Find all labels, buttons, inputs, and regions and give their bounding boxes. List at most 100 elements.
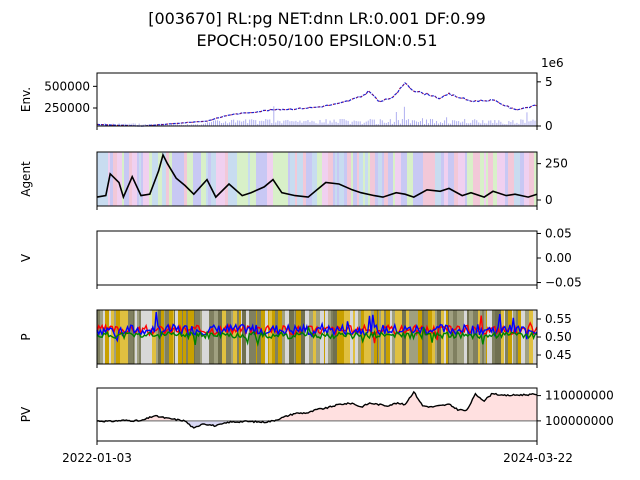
- agent-right-tick-label: 0: [545, 193, 553, 207]
- policy-band: [309, 310, 313, 364]
- action-band: [122, 152, 124, 206]
- action-band: [228, 152, 231, 206]
- policy-band: [252, 310, 256, 364]
- policy-band: [109, 310, 111, 364]
- action-band: [141, 152, 143, 206]
- action-band: [429, 152, 435, 206]
- policy-band: [358, 310, 361, 364]
- policy-band: [464, 310, 467, 364]
- p-blue-line: [96, 312, 538, 343]
- policy-band: [505, 310, 508, 364]
- action-band: [463, 152, 465, 206]
- policy-band: [278, 310, 282, 364]
- policy-band: [172, 310, 173, 364]
- policy-band: [341, 310, 344, 364]
- price-line-blue: [96, 82, 538, 127]
- action-band: [458, 152, 463, 206]
- y-axis-label: P: [19, 333, 33, 340]
- action-band: [333, 152, 335, 206]
- policy-band: [446, 310, 448, 364]
- action-band: [262, 152, 267, 206]
- action-band: [231, 152, 237, 206]
- policy-band: [206, 310, 209, 364]
- action-band: [250, 152, 254, 206]
- action-band: [365, 152, 368, 206]
- action-band: [413, 152, 418, 206]
- chart-title-line1: [003670] RL:pg NET:dnn LR:0.001 DF:0.99: [148, 9, 486, 28]
- policy-band: [105, 310, 109, 364]
- action-band: [375, 152, 378, 206]
- axes-frame: [96, 72, 538, 127]
- action-band: [225, 152, 228, 206]
- policy-band: [289, 310, 291, 364]
- pv-line: [96, 390, 538, 429]
- action-band: [344, 152, 347, 206]
- policy-band: [200, 310, 202, 364]
- action-band: [193, 152, 198, 206]
- policy-band: [275, 310, 278, 364]
- action-band: [529, 152, 534, 206]
- action-band: [169, 152, 172, 206]
- policy-band: [237, 310, 239, 364]
- policy-band: [213, 310, 214, 364]
- action-band: [370, 152, 375, 206]
- action-band: [534, 152, 537, 206]
- action-band: [418, 152, 423, 206]
- action-band: [488, 152, 493, 206]
- policy-band: [361, 310, 364, 364]
- action-band: [317, 152, 322, 206]
- action-band: [454, 152, 458, 206]
- policy-band: [145, 310, 148, 364]
- p-red-line: [96, 315, 538, 344]
- policy-band: [364, 310, 368, 364]
- action-band: [211, 152, 216, 206]
- action-band: [384, 152, 388, 206]
- policy-band: [392, 310, 394, 364]
- action-band: [290, 152, 295, 206]
- pv-loss-area: [97, 420, 537, 428]
- price-line-red: [96, 82, 538, 127]
- policy-band: [161, 310, 164, 364]
- policy-band: [188, 310, 191, 364]
- policy-band: [513, 310, 516, 364]
- policy-band: [135, 310, 137, 364]
- action-band: [480, 152, 484, 206]
- action-band: [277, 152, 283, 206]
- action-band: [328, 152, 333, 206]
- policy-band: [428, 310, 430, 364]
- policy-band: [298, 310, 301, 364]
- policy-band: [169, 310, 172, 364]
- policy-band: [444, 310, 446, 364]
- policy-band: [417, 310, 418, 364]
- policy-band: [272, 310, 275, 364]
- p-right-tick-label: 0.45: [545, 348, 572, 362]
- policy-band: [457, 310, 460, 364]
- action-band: [448, 152, 454, 206]
- action-band: [187, 152, 193, 206]
- action-band: [435, 152, 441, 206]
- axes-frame: [96, 309, 538, 365]
- axes-frame: [96, 151, 538, 207]
- policy-band: [186, 310, 188, 364]
- action-band: [505, 152, 508, 206]
- policy-band: [518, 310, 521, 364]
- policy-band: [324, 310, 325, 364]
- action-band: [143, 152, 149, 206]
- pv-right-tick-label: 100000000: [545, 414, 614, 428]
- policy-band: [418, 310, 422, 364]
- policy-band: [301, 310, 305, 364]
- v-right-tick-label: 0.05: [545, 226, 572, 240]
- policy-band: [413, 310, 417, 364]
- action-band: [117, 152, 122, 206]
- y-axis-label: PV: [19, 406, 33, 422]
- action-band: [441, 152, 444, 206]
- policy-band: [498, 310, 501, 364]
- action-band: [395, 152, 398, 206]
- policy-band: [133, 310, 134, 364]
- action-band: [335, 152, 337, 206]
- policy-band: [103, 310, 105, 364]
- action-band: [378, 152, 382, 206]
- policy-band: [508, 310, 512, 364]
- policy-band: [256, 310, 257, 364]
- policy-band: [467, 310, 469, 364]
